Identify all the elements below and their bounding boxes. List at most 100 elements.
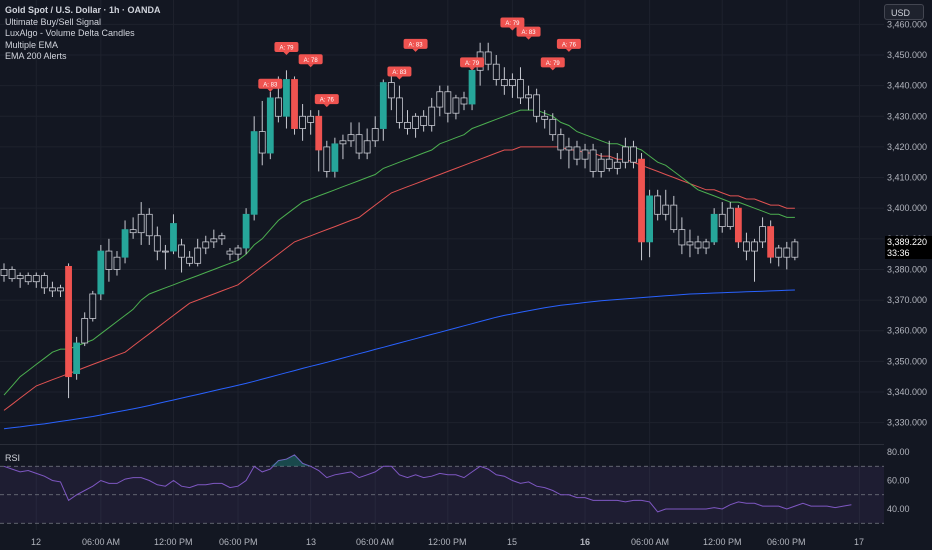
candle xyxy=(767,220,775,264)
candle-body xyxy=(57,287,64,292)
signal-pointer xyxy=(565,48,572,52)
candle-body xyxy=(775,247,783,258)
candle xyxy=(460,91,468,111)
candle xyxy=(307,110,315,135)
candle xyxy=(250,116,258,221)
indicator-ultimate-signal[interactable]: Ultimate Buy/Sell Signal xyxy=(5,16,102,27)
candle xyxy=(509,73,516,98)
bar-countdown: 33:36 xyxy=(887,248,910,258)
candle-body xyxy=(234,247,242,255)
sell-signal-label: A: 83 xyxy=(387,66,412,80)
candle-body xyxy=(0,269,8,276)
candle-body xyxy=(549,118,557,136)
candle-body xyxy=(73,342,81,375)
candle xyxy=(363,128,371,160)
candle xyxy=(194,238,202,267)
candle xyxy=(662,189,670,221)
candle-body xyxy=(153,235,161,252)
time-tick-label: 06:00 PM xyxy=(219,537,258,547)
current-price-value: 3,389.220 xyxy=(887,237,928,247)
candle xyxy=(242,208,250,255)
candle xyxy=(549,113,557,141)
candle xyxy=(0,263,8,282)
candle xyxy=(694,235,702,255)
indicator-volume-delta[interactable]: LuxAlgo - Volume Delta Candles xyxy=(5,28,135,39)
candle xyxy=(371,116,379,147)
candle xyxy=(525,85,532,111)
currency-button[interactable]: USD xyxy=(884,4,924,20)
candle-body xyxy=(40,275,48,289)
sell-signal-label: A: 79 xyxy=(460,57,485,71)
candle xyxy=(759,217,766,249)
candle-body xyxy=(65,265,72,378)
price-tick-label: 3,350.000 xyxy=(887,356,927,366)
symbol-title[interactable]: Gold Spot / U.S. Dollar · 1h · OANDA xyxy=(5,5,161,15)
candle xyxy=(331,137,339,178)
signal-text: A: 79 xyxy=(465,61,480,67)
candle-body xyxy=(662,204,670,215)
rsi-label[interactable]: RSI xyxy=(5,453,21,463)
signal-box xyxy=(516,26,541,37)
candle xyxy=(40,272,48,294)
signal-text: A: 76 xyxy=(320,98,335,104)
candle xyxy=(299,104,306,141)
candle xyxy=(686,229,694,258)
sell-signal-label: A: 76 xyxy=(556,38,581,52)
candle xyxy=(347,122,355,147)
price-tick-label: 3,330.000 xyxy=(887,418,927,428)
signal-text: A: 83 xyxy=(409,42,424,48)
candle-body xyxy=(307,115,315,123)
candle-body xyxy=(323,146,331,172)
price-tick-label: 3,340.000 xyxy=(887,387,927,397)
candle-body xyxy=(266,97,274,154)
signal-pointer xyxy=(307,64,314,68)
candle-body xyxy=(161,250,169,253)
price-tick-label: 3,380.000 xyxy=(887,264,927,274)
time-tick-label: 17 xyxy=(854,537,865,547)
price-tick-label: 3,370.000 xyxy=(887,295,927,305)
candle-body xyxy=(710,213,718,243)
candle-body xyxy=(420,115,428,126)
candle-body xyxy=(145,213,153,237)
rsi-axis[interactable]: 40.00 60.00 80.00 xyxy=(887,447,910,514)
price-axis[interactable]: 3,330.000 3,340.000 3,350.000 3,360.000 3,37… xyxy=(887,19,927,427)
candle-body xyxy=(670,204,678,231)
sell-signal-label: A: 79 xyxy=(274,42,299,55)
candle-body xyxy=(500,79,508,87)
rsi-tick-label: 40.00 xyxy=(887,504,910,514)
indicator-multiple-ema[interactable]: Multiple EMA xyxy=(5,39,59,50)
signal-box xyxy=(403,38,428,49)
indicator-ema200-alerts[interactable]: EMA 200 Alerts xyxy=(5,51,67,62)
signal-text: A: 79 xyxy=(546,61,561,67)
time-tick-label: 12 xyxy=(31,537,42,547)
price-tick-label: 3,420.000 xyxy=(887,142,927,152)
candle xyxy=(8,266,16,282)
candle xyxy=(613,153,621,175)
sell-signal-label: A: 78 xyxy=(298,54,323,68)
signal-pointer xyxy=(509,27,516,31)
candle-body xyxy=(718,213,726,227)
candle xyxy=(500,67,508,95)
candle xyxy=(670,195,678,233)
candle-body xyxy=(371,128,379,142)
time-tick-label: 06:00 PM xyxy=(767,537,806,547)
candle-body xyxy=(686,241,694,246)
candle xyxy=(468,64,476,111)
candle-body xyxy=(646,195,653,243)
time-tick-label: 13 xyxy=(306,537,317,547)
candle-body xyxy=(726,207,734,227)
rsi-pane xyxy=(0,454,884,524)
candle xyxy=(541,110,549,129)
signal-pointer xyxy=(396,76,403,80)
candle xyxy=(775,244,783,267)
price-tick-label: 3,440.000 xyxy=(887,81,927,91)
candle-body xyxy=(694,241,702,249)
candle-body xyxy=(170,223,177,252)
candle xyxy=(605,140,613,172)
candle-body xyxy=(129,229,137,234)
rsi-line xyxy=(3,454,852,513)
time-tick-label: 06:00 AM xyxy=(82,537,121,547)
candle-body xyxy=(605,158,613,169)
candle xyxy=(654,189,662,221)
